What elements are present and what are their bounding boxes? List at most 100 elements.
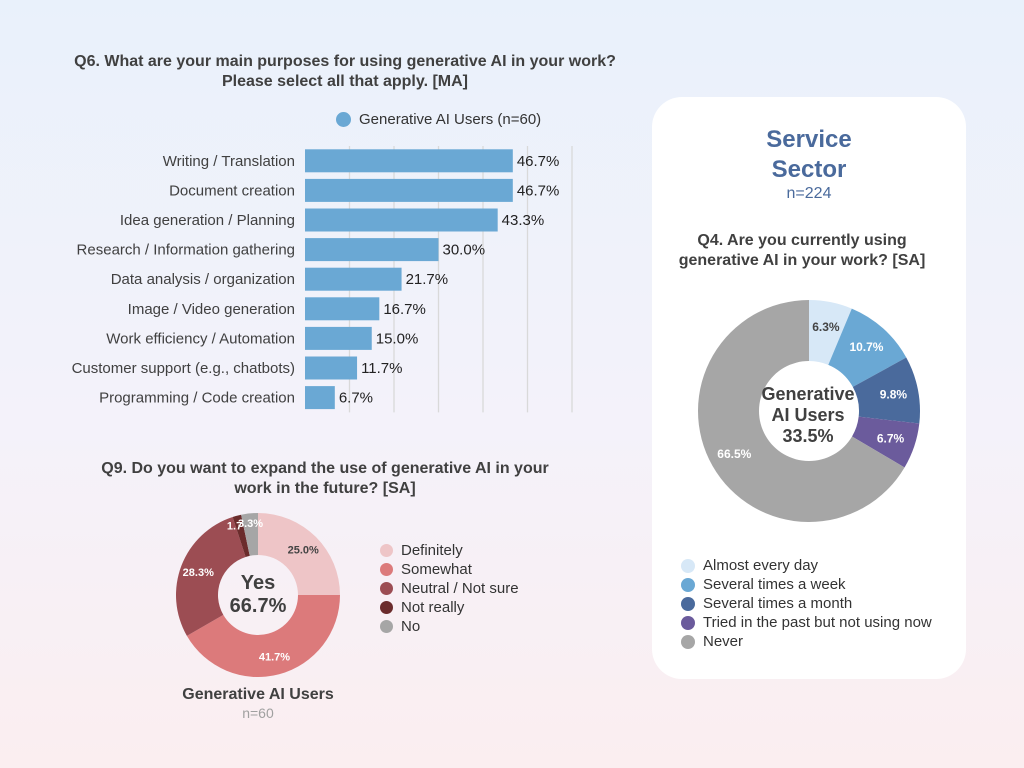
legend-label: Somewhat — [401, 561, 472, 578]
q9-center-line2: 66.7% — [229, 595, 287, 617]
q6-category-label: Image / Video generation — [128, 301, 295, 318]
donut-slice — [809, 300, 852, 365]
q6-title-line1: Q6. What are your main purposes for usin… — [74, 53, 616, 70]
donut-value-label: 25.0% — [288, 545, 319, 557]
q6-category-label: Writing / Translation — [163, 153, 295, 170]
legend-swatch — [380, 620, 393, 633]
q6-value-label: 46.7% — [517, 153, 560, 170]
q9-title-line1: Q9. Do you want to expand the use of gen… — [101, 460, 549, 477]
q6-category-label: Programming / Code creation — [99, 390, 295, 407]
legend-swatch — [681, 596, 695, 611]
q4-legend: Almost every day Several times a week Seve… — [681, 556, 932, 651]
legend-item: Never — [681, 632, 932, 651]
q4-title-line2: generative AI in your work? [SA] — [678, 252, 926, 269]
legend-label: Almost every day — [703, 557, 819, 574]
legend-label: Tried in the past but not using now — [703, 614, 932, 631]
donut-slice — [258, 513, 340, 595]
sector-n: n=224 — [786, 185, 832, 202]
q4-center-line1: Generative — [761, 384, 855, 404]
legend-swatch — [681, 615, 695, 630]
donut-value-label: 3.3% — [238, 518, 263, 530]
donut-value-label: 66.5% — [717, 447, 751, 461]
q6-value-label: 30.0% — [443, 242, 486, 259]
legend-label: No — [401, 618, 421, 635]
q6-title-line2: Please select all that apply. [MA] — [221, 73, 468, 90]
q6-value-label: 46.7% — [517, 182, 560, 199]
q6-bar — [305, 178, 513, 202]
donut-value-label: 6.7% — [877, 432, 905, 446]
donut-slice — [852, 416, 920, 468]
donut-value-label: 28.3% — [183, 567, 214, 579]
q9-title: Q9. Do you want to expand the use of gen… — [60, 459, 590, 499]
q6-bar — [305, 356, 358, 380]
q6-category-label: Work efficiency / Automation — [106, 330, 295, 347]
donut-slice — [828, 308, 907, 387]
legend-label: Several times a week — [703, 576, 846, 593]
legend-item: Tried in the past but not using now — [681, 613, 932, 632]
legend-item: Several times a month — [681, 594, 932, 613]
legend-item: Neutral / Not sure — [380, 579, 519, 598]
q6-bar — [305, 149, 513, 173]
q4-title: Q4. Are you currently using generative A… — [652, 231, 952, 271]
q6-value-label: 6.7% — [339, 390, 373, 407]
q6-bar — [305, 386, 335, 410]
legend-item: Several times a week — [681, 575, 932, 594]
sector-heading: Service Sector — [652, 125, 966, 185]
q4-center-line2: AI Users — [771, 405, 845, 425]
q6-category-label: Customer support (e.g., chatbots) — [72, 360, 295, 377]
donut-slice — [232, 514, 250, 557]
legend-item: Definitely — [380, 541, 519, 560]
q9-title-line2: work in the future? [SA] — [234, 480, 416, 497]
donut-value-label: 9.8% — [880, 388, 908, 402]
q6-bar — [305, 208, 498, 232]
legend-item: Not really — [380, 598, 519, 617]
donut-slice — [852, 357, 920, 424]
q4-center-line3: 33.5% — [782, 426, 834, 446]
q6-bar — [305, 297, 380, 321]
q6-bar — [305, 326, 372, 350]
q6-category-label: Data analysis / organization — [111, 271, 295, 288]
q6-value-label: 16.7% — [383, 301, 426, 318]
donut-value-label: 6.3% — [812, 320, 840, 334]
sector-heading-line2: Sector — [771, 156, 847, 183]
q4-donut-chart: 6.3% 10.7% 9.8% 6.7% 66.5% — [698, 300, 920, 522]
q6-value-label: 15.0% — [376, 330, 419, 347]
q6-legend-label: Generative AI Users (n=60) — [359, 111, 542, 128]
sector-heading-line1: Service — [766, 126, 852, 153]
q9-footer-n: n=60 — [242, 705, 274, 721]
legend-item: No — [380, 617, 519, 636]
q4-center-label: Generative AI Users 33.5% — [748, 384, 868, 447]
q9-footer-title: Generative AI Users — [182, 686, 334, 703]
legend-label: Neutral / Not sure — [401, 580, 519, 597]
legend-label: Several times a month — [703, 595, 853, 612]
q6-category-label: Document creation — [169, 182, 295, 199]
q6-bar — [305, 238, 439, 262]
legend-swatch — [380, 544, 393, 557]
q6-bar-chart: Writing / Translation 46.7% Document creat… — [72, 146, 573, 413]
donut-value-label: 41.7% — [259, 652, 290, 664]
legend-label: Definitely — [401, 542, 463, 559]
donut-value-label: 10.7% — [849, 340, 883, 354]
legend-swatch — [681, 577, 695, 592]
q6-category-label: Research / Information gathering — [77, 242, 295, 259]
legend-swatch — [380, 563, 393, 576]
q9-legend: Definitely Somewhat Neutral / Not sure Not … — [380, 541, 519, 636]
q4-title-line1: Q4. Are you currently using — [697, 232, 907, 249]
donut-slice — [241, 513, 258, 556]
q6-legend-swatch — [336, 112, 351, 127]
legend-label: Not really — [401, 599, 465, 616]
q6-category-label: Idea generation / Planning — [120, 212, 295, 229]
donut-slice — [175, 517, 246, 636]
legend-swatch — [681, 558, 695, 573]
legend-item: Almost every day — [681, 556, 932, 575]
q9-footer: Generative AI Users n=60 — [158, 686, 358, 721]
q6-value-label: 43.3% — [502, 212, 545, 229]
q9-center-line1: Yes — [240, 572, 276, 594]
legend-swatch — [380, 601, 393, 614]
q9-center-label: Yes 66.7% — [208, 572, 308, 618]
q9-donut-chart: 25.0%41.7%28.3%1.7%3.3% — [175, 513, 340, 677]
legend-label: Never — [703, 633, 744, 650]
q6-bar — [305, 267, 402, 291]
q6-legend: Generative AI Users (n=60) — [336, 111, 541, 128]
donut-slice — [186, 595, 340, 677]
